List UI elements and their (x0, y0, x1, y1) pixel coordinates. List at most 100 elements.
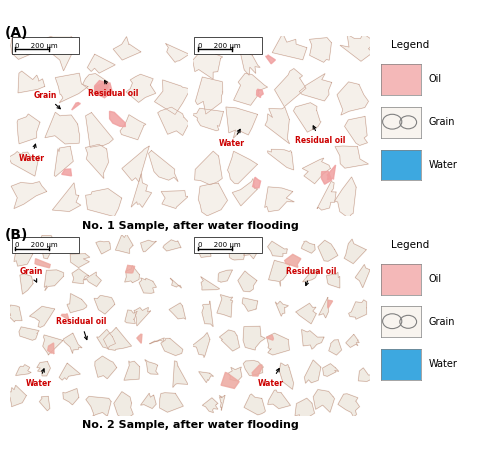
Polygon shape (220, 330, 240, 351)
Text: Residual oil: Residual oil (295, 126, 346, 145)
Polygon shape (54, 146, 73, 176)
Polygon shape (45, 112, 80, 144)
Polygon shape (221, 372, 239, 389)
Polygon shape (72, 102, 80, 110)
Polygon shape (40, 235, 55, 259)
Polygon shape (48, 31, 77, 71)
Text: Water: Water (218, 129, 244, 148)
Polygon shape (126, 74, 156, 103)
Polygon shape (72, 269, 88, 284)
Text: No. 1 Sample, after water flooding: No. 1 Sample, after water flooding (82, 221, 298, 231)
Polygon shape (243, 326, 266, 350)
Polygon shape (355, 265, 370, 288)
Polygon shape (114, 392, 133, 418)
Polygon shape (302, 158, 330, 184)
Polygon shape (192, 49, 222, 79)
Text: Water: Water (18, 144, 44, 163)
Polygon shape (318, 240, 338, 261)
Text: No. 2 Sample, after water flooding: No. 2 Sample, after water flooding (82, 420, 298, 430)
Polygon shape (335, 146, 368, 168)
Polygon shape (139, 278, 156, 293)
Polygon shape (37, 361, 51, 376)
Text: Grain: Grain (20, 267, 43, 282)
Polygon shape (122, 146, 149, 182)
Polygon shape (327, 165, 336, 180)
Polygon shape (194, 151, 222, 185)
Polygon shape (199, 371, 214, 382)
Polygon shape (145, 360, 158, 374)
Polygon shape (338, 394, 359, 417)
Polygon shape (166, 44, 189, 62)
Text: 0     200 μm: 0 200 μm (198, 242, 240, 248)
Text: 0     200 μm: 0 200 μm (16, 43, 58, 48)
Polygon shape (169, 303, 186, 319)
Polygon shape (348, 300, 366, 319)
Polygon shape (300, 74, 332, 101)
Polygon shape (268, 390, 290, 408)
Polygon shape (64, 333, 82, 353)
Polygon shape (35, 259, 50, 268)
Bar (12, 237, 79, 253)
Polygon shape (294, 103, 321, 132)
Polygon shape (17, 114, 40, 144)
Polygon shape (266, 335, 274, 340)
Polygon shape (62, 169, 72, 176)
Polygon shape (196, 77, 222, 114)
Polygon shape (134, 307, 150, 326)
Polygon shape (244, 361, 264, 376)
Polygon shape (148, 151, 178, 181)
Polygon shape (337, 82, 368, 115)
Polygon shape (276, 301, 288, 316)
Polygon shape (161, 190, 188, 209)
Polygon shape (62, 314, 69, 320)
Polygon shape (329, 340, 342, 355)
Polygon shape (322, 364, 339, 376)
Polygon shape (125, 310, 137, 323)
Bar (12, 38, 79, 54)
Polygon shape (266, 55, 276, 64)
Polygon shape (268, 149, 293, 170)
Polygon shape (11, 181, 47, 209)
Text: (B): (B) (5, 228, 28, 242)
Polygon shape (126, 266, 134, 273)
Polygon shape (82, 74, 108, 93)
Polygon shape (173, 361, 188, 388)
Polygon shape (252, 177, 260, 188)
Bar (194, 38, 262, 54)
Polygon shape (346, 334, 359, 347)
Polygon shape (344, 239, 366, 264)
Polygon shape (20, 274, 33, 294)
Polygon shape (217, 294, 232, 317)
Polygon shape (44, 270, 64, 291)
Text: Grain: Grain (34, 91, 60, 109)
Polygon shape (95, 81, 108, 94)
Polygon shape (158, 107, 189, 135)
Polygon shape (304, 360, 321, 383)
Polygon shape (96, 241, 110, 254)
Polygon shape (192, 332, 210, 358)
Polygon shape (344, 116, 368, 145)
Polygon shape (280, 363, 293, 390)
Polygon shape (256, 89, 263, 97)
Polygon shape (202, 398, 218, 413)
Polygon shape (296, 304, 316, 324)
Polygon shape (226, 107, 258, 138)
Polygon shape (232, 179, 258, 206)
Polygon shape (266, 333, 289, 355)
Polygon shape (40, 397, 50, 411)
Polygon shape (244, 394, 266, 415)
Polygon shape (322, 171, 332, 184)
Polygon shape (198, 183, 228, 216)
Polygon shape (228, 151, 258, 184)
Polygon shape (8, 305, 22, 322)
Polygon shape (59, 363, 80, 380)
Polygon shape (163, 240, 181, 251)
Polygon shape (56, 73, 88, 103)
Polygon shape (52, 183, 81, 211)
Text: Residual oil: Residual oil (286, 267, 337, 285)
Text: 0     200 μm: 0 200 μm (198, 43, 240, 48)
Polygon shape (252, 365, 262, 376)
Text: 0     200 μm: 0 200 μm (16, 242, 58, 248)
Text: Residual oil: Residual oil (56, 317, 106, 340)
Polygon shape (19, 327, 39, 340)
